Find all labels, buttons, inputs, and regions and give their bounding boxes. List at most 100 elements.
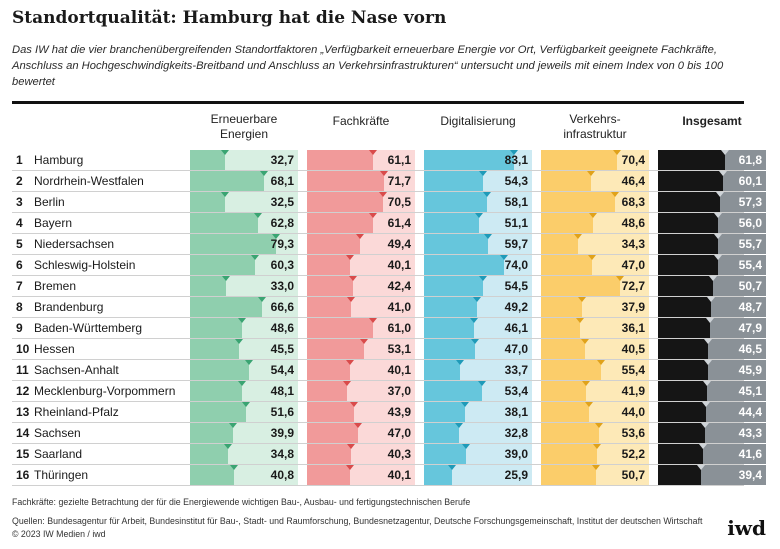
index-marker bbox=[704, 339, 712, 344]
value-cell-verkehr: 72,7 bbox=[541, 276, 649, 296]
value-label: 61,8 bbox=[738, 153, 762, 167]
value-label: 60,3 bbox=[270, 258, 294, 272]
value-cell-energie: 48,1 bbox=[190, 381, 298, 401]
row-divider bbox=[12, 443, 744, 444]
index-bar bbox=[658, 192, 720, 212]
index-marker bbox=[350, 402, 358, 407]
row-divider bbox=[12, 464, 744, 465]
index-bar bbox=[541, 465, 596, 485]
value-label: 54,3 bbox=[504, 174, 528, 188]
value-cell-fachkraefte: 70,5 bbox=[307, 192, 415, 212]
value-label: 47,0 bbox=[387, 426, 411, 440]
index-bar bbox=[658, 234, 718, 254]
index-bar bbox=[190, 444, 228, 464]
index-bar bbox=[190, 192, 225, 212]
value-cell-digital: 46,1 bbox=[424, 318, 532, 338]
index-marker bbox=[593, 444, 601, 449]
value-label: 74,0 bbox=[504, 258, 528, 272]
value-label: 46,1 bbox=[504, 321, 528, 335]
index-marker bbox=[471, 339, 479, 344]
value-label: 50,7 bbox=[621, 468, 645, 482]
column-header-insgesamt: Insgesamt bbox=[682, 114, 742, 128]
index-marker bbox=[260, 171, 268, 176]
row-state-name: Bayern bbox=[34, 216, 73, 230]
index-bar bbox=[307, 423, 358, 443]
index-bar bbox=[307, 339, 364, 359]
index-marker bbox=[251, 255, 259, 260]
index-bar bbox=[190, 402, 246, 422]
index-marker bbox=[369, 213, 377, 218]
row-divider bbox=[12, 380, 744, 381]
index-marker bbox=[714, 213, 722, 218]
index-bar bbox=[541, 213, 593, 233]
value-cell-fachkraefte: 41,0 bbox=[307, 297, 415, 317]
value-label: 44,0 bbox=[621, 405, 645, 419]
index-bar bbox=[541, 255, 592, 275]
index-marker bbox=[221, 192, 229, 197]
index-marker bbox=[585, 402, 593, 407]
value-cell-digital: 83,1 bbox=[424, 150, 532, 170]
value-cell-insgesamt: 61,8 bbox=[658, 150, 766, 170]
value-label: 68,3 bbox=[621, 195, 645, 209]
index-bar bbox=[424, 360, 460, 380]
row-state-name: Rheinland-Pfalz bbox=[34, 405, 119, 419]
row-rank: 16 bbox=[16, 468, 30, 482]
index-marker bbox=[230, 465, 238, 470]
row-state-name: Saarland bbox=[34, 447, 83, 461]
index-marker bbox=[578, 297, 586, 302]
value-label: 55,7 bbox=[738, 237, 762, 251]
value-label: 47,0 bbox=[621, 258, 645, 272]
value-cell-verkehr: 44,0 bbox=[541, 402, 649, 422]
value-cell-energie: 48,6 bbox=[190, 318, 298, 338]
index-marker bbox=[245, 360, 253, 365]
row-state-name: Sachsen-Anhalt bbox=[34, 363, 119, 377]
row-state-name: Nordrhein-Westfalen bbox=[34, 174, 144, 188]
value-label: 33,0 bbox=[270, 279, 294, 293]
index-bar bbox=[424, 423, 459, 443]
value-cell-fachkraefte: 37,0 bbox=[307, 381, 415, 401]
index-marker bbox=[456, 360, 464, 365]
index-marker bbox=[479, 171, 487, 176]
index-bar bbox=[658, 444, 703, 464]
value-cell-digital: 39,0 bbox=[424, 444, 532, 464]
index-marker bbox=[354, 423, 362, 428]
column-header-digital: Digitalisierung bbox=[440, 114, 516, 128]
index-marker bbox=[369, 318, 377, 323]
value-cell-digital: 54,3 bbox=[424, 171, 532, 191]
index-marker bbox=[484, 234, 492, 239]
index-bar bbox=[658, 402, 706, 422]
value-label: 43,3 bbox=[738, 426, 762, 440]
index-bar bbox=[307, 297, 351, 317]
row-rank: 13 bbox=[16, 405, 30, 419]
index-bar bbox=[424, 171, 483, 191]
value-cell-energie: 45,5 bbox=[190, 339, 298, 359]
value-label: 48,6 bbox=[270, 321, 294, 335]
row-state-name: Berlin bbox=[34, 195, 65, 209]
index-bar bbox=[658, 276, 713, 296]
index-marker bbox=[589, 213, 597, 218]
index-bar bbox=[658, 150, 725, 170]
index-marker bbox=[721, 150, 729, 155]
index-marker bbox=[238, 381, 246, 386]
index-marker bbox=[707, 297, 715, 302]
value-cell-digital: 74,0 bbox=[424, 255, 532, 275]
value-cell-verkehr: 70,4 bbox=[541, 150, 649, 170]
index-marker bbox=[254, 213, 262, 218]
value-label: 72,7 bbox=[621, 279, 645, 293]
index-bar bbox=[424, 192, 487, 212]
value-label: 39,0 bbox=[504, 447, 528, 461]
index-bar bbox=[658, 171, 723, 191]
value-cell-digital: 54,5 bbox=[424, 276, 532, 296]
column-header-verkehr: Verkehrs- infrastruktur bbox=[563, 112, 627, 141]
value-cell-verkehr: 53,6 bbox=[541, 423, 649, 443]
value-cell-fachkraefte: 49,4 bbox=[307, 234, 415, 254]
index-marker bbox=[473, 297, 481, 302]
index-bar bbox=[307, 318, 373, 338]
value-label: 40,8 bbox=[270, 468, 294, 482]
value-cell-verkehr: 36,1 bbox=[541, 318, 649, 338]
value-label: 46,5 bbox=[738, 342, 762, 356]
index-marker bbox=[500, 255, 508, 260]
value-cell-fachkraefte: 42,4 bbox=[307, 276, 415, 296]
value-label: 61,1 bbox=[387, 153, 411, 167]
index-marker bbox=[346, 465, 354, 470]
